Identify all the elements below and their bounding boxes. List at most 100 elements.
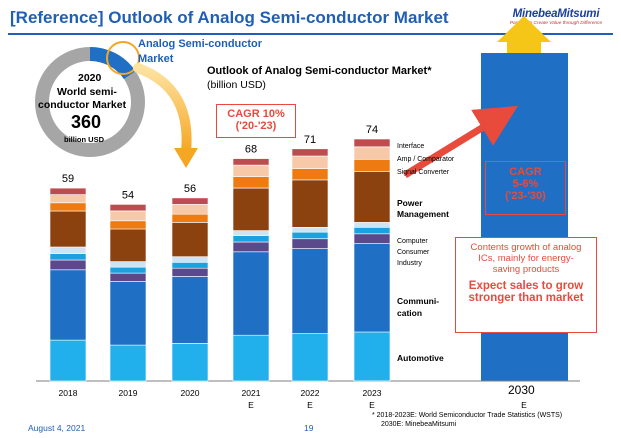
bar-segment-2018-communication <box>49 269 87 341</box>
bar-segment-2022-automotive <box>291 333 329 382</box>
category-labels: 2018 2019 2020 2021 E 2022 E 2023 E E <box>59 388 528 410</box>
bar-segment-2018-computer <box>49 246 87 254</box>
bar-segment-2018-industry <box>49 259 87 271</box>
bar-segment-2018-interface <box>49 187 87 195</box>
cagr-right-line3: ('23-'30) <box>505 190 546 202</box>
bar-segment-2021-interface <box>232 158 270 166</box>
bar-segment-2021-power-management <box>232 187 270 231</box>
total-labels: 59 54 56 68 71 74 <box>62 124 378 201</box>
bar-segment-2022-computer <box>291 227 329 233</box>
logo-tagline: Passion to Create Value through Differen… <box>509 21 603 26</box>
bar-segment-2023-power-management <box>353 171 391 223</box>
bar-segment-2020-automotive <box>171 343 209 382</box>
cagr-right-line1: CAGR <box>509 166 542 178</box>
total-label-2019: 54 <box>122 189 134 201</box>
stacked-bars <box>49 138 391 382</box>
legend-industry: Industry <box>397 260 422 267</box>
bar-segment-2019-communication <box>109 280 147 346</box>
chart-unit: (billion USD) <box>207 79 266 91</box>
bar-segment-2018-signal-converter <box>49 202 87 212</box>
logo-wordmark: MinebeaMitsumi <box>512 8 600 20</box>
bar-segment-2019-industry <box>109 272 147 282</box>
bar-2030-up-arrow <box>497 16 551 53</box>
legend-consumer: Consumer <box>397 249 430 256</box>
label-2030: 2030 <box>508 383 535 397</box>
donut-highlight-circle <box>106 41 140 75</box>
bar-segment-2022-interface <box>291 148 329 157</box>
bar-segment-2018-automotive <box>49 339 87 382</box>
bar-segment-2019-signal-converter <box>109 220 147 230</box>
bar-segment-2018-consumer <box>49 253 87 261</box>
legend-interface: Interface <box>397 143 425 150</box>
bar-segment-2021-consumer <box>232 235 270 243</box>
analog-callout-line1: Analog Semi-conductor <box>138 38 263 50</box>
bar-segment-2023-amp-comparator <box>353 146 391 160</box>
analog-callout-line2: Market <box>138 53 174 65</box>
category-sublabel-2030: E <box>521 400 527 410</box>
bar-segment-2023-industry <box>353 233 391 244</box>
legend-power-line2: Management <box>397 209 449 219</box>
bar-segment-2020-computer <box>171 256 209 263</box>
total-label-2021: 68 <box>245 144 257 156</box>
cagr-2020-2023-box: CAGR 10% ('20-'23) <box>216 104 296 138</box>
commentary-line1: Contents growth of analog <box>470 242 582 253</box>
bar-segment-2019-consumer <box>109 266 147 274</box>
source-note-1: * 2018-2023E: World Semiconductor Trade … <box>372 412 563 419</box>
bar-segment-2019-power-management <box>109 228 147 262</box>
bar-segment-2019-amp-comparator <box>109 210 147 222</box>
bar-segment-2022-industry <box>291 238 329 249</box>
category-label-2020: 2020 <box>181 388 200 398</box>
bar-segment-2023-computer <box>353 222 391 228</box>
bar-segment-2023-automotive <box>353 331 391 382</box>
bar-segment-2020-interface <box>171 197 209 205</box>
bar-segment-2022-consumer <box>291 231 329 239</box>
donut-unit: billion USD <box>64 135 104 144</box>
cagr-left-line2: ('20-'23) <box>235 120 277 132</box>
total-label-2018: 59 <box>62 173 74 185</box>
bar-segment-2021-signal-converter <box>232 176 270 189</box>
bar-segment-2022-communication <box>291 248 329 334</box>
category-sublabel-2021: E <box>248 400 254 410</box>
category-label-2018: 2018 <box>59 388 78 398</box>
category-label-2019: 2019 <box>119 388 138 398</box>
page-title: [Reference] Outlook of Analog Semi-condu… <box>10 8 449 27</box>
legend-power-line1: Power <box>397 198 423 208</box>
cagr-2023-2030-box: CAGR 5-6% ('23-'30) <box>485 161 566 215</box>
total-label-2022: 71 <box>304 134 316 146</box>
bar-segment-2019-automotive <box>109 344 147 382</box>
category-sublabel-2023: E <box>369 400 375 410</box>
legend-automotive: Automotive <box>397 353 444 363</box>
commentary-line5: stronger than market <box>468 292 584 304</box>
legend-comm-line2: cation <box>397 308 423 318</box>
donut-analog-share <box>89 47 136 80</box>
source-note-2: 2030E: MinebeaMitsumi <box>381 421 457 428</box>
bar-segment-2020-amp-comparator <box>171 204 209 215</box>
donut-title-line2: conductor Market <box>38 99 127 111</box>
category-label-2022: 2022 <box>301 388 320 398</box>
legend-signal-converter: Signal Converter <box>397 169 450 176</box>
legend-computer: Computer <box>397 238 428 245</box>
bar-segment-2019-interface <box>109 204 147 212</box>
bar-segment-2023-consumer <box>353 227 391 235</box>
footer-date: August 4, 2021 <box>28 423 86 433</box>
commentary-line2: ICs, mainly for energy- <box>478 253 574 264</box>
bar-segment-2020-signal-converter <box>171 213 209 223</box>
bar-segment-2021-computer <box>232 230 270 236</box>
bar-segment-2019-computer <box>109 261 147 268</box>
legend-amp-comparator: Amp / Comparator <box>397 156 455 163</box>
bar-segment-2021-amp-comparator <box>232 164 270 177</box>
bar-segment-2021-communication <box>232 251 270 336</box>
bar-segment-2020-industry <box>171 267 209 277</box>
orange-arrow-head <box>174 148 198 168</box>
bar-segment-2020-power-management <box>171 222 209 257</box>
commentary-box: Contents growth of analog ICs, mainly fo… <box>455 237 597 333</box>
bar-segment-2023-interface <box>353 138 391 148</box>
total-label-2020: 56 <box>184 183 196 195</box>
company-logo: MinebeaMitsumi Passion to Create Value t… <box>497 8 615 38</box>
bar-segment-2022-signal-converter <box>291 168 329 181</box>
category-label-2023: 2023 <box>363 388 382 398</box>
bar-segment-2022-power-management <box>291 179 329 228</box>
bar-segment-2023-communication <box>353 243 391 333</box>
bar-segment-2018-power-management <box>49 210 87 248</box>
